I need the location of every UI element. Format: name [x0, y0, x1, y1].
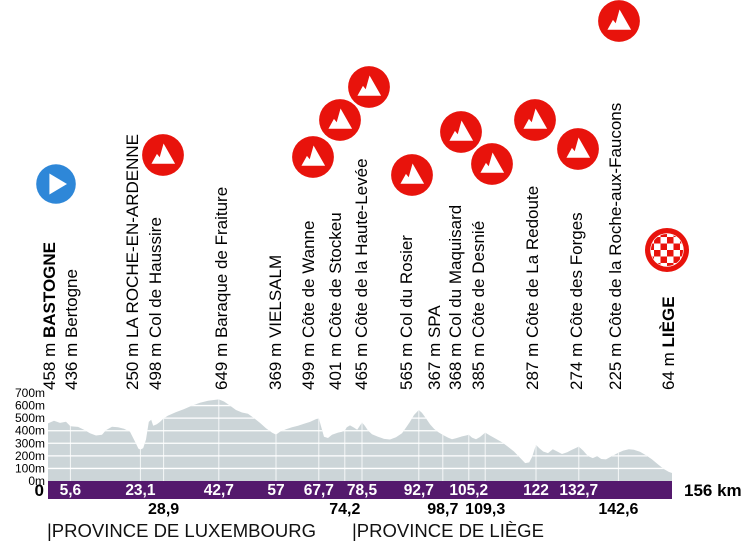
waypoint-elevation: 436 m [62, 342, 81, 390]
km-marker-below-bar: 28,9 [148, 501, 179, 518]
waypoint-elevation: 274 m [567, 342, 586, 390]
waypoint-label: 649 m Baraque de Fraiture [212, 187, 232, 390]
climb-mountain-icon [557, 128, 599, 170]
waypoint-name: Côte des Forges [567, 212, 586, 343]
waypoint-name: Col du Rosier [397, 235, 416, 343]
climb-mountain-icon [598, 0, 640, 42]
waypoint-name: LA ROCHE-EN-ARDENNE [123, 133, 142, 343]
km-marker-on-bar: 105,2 [449, 482, 488, 499]
km-marker-below-bar: 109,3 [465, 501, 505, 518]
waypoint-elevation: 250 m [123, 342, 142, 390]
elevation-area [48, 399, 672, 481]
waypoint-elevation: 368 m [446, 342, 465, 390]
waypoint-label: 565 m Col du Rosier [397, 235, 417, 390]
waypoint-elevation: 385 m [469, 342, 488, 390]
waypoint-elevation: 369 m [266, 342, 285, 390]
waypoint-name: SPA [425, 305, 444, 343]
km-marker-on-bar: 42,7 [204, 482, 234, 499]
km-marker-below-bar: 74,2 [329, 501, 360, 518]
waypoint-label: 385 m Côte de Desnié [469, 221, 489, 390]
y-axis-tick: 500m [15, 411, 45, 425]
climb-mountain-icon [514, 99, 556, 141]
waypoint-name: VIELSALM [266, 254, 285, 343]
waypoint-label: 465 m Côte de la Haute-Levée [352, 158, 372, 390]
waypoint-elevation: 499 m [299, 342, 318, 390]
km-marker-on-bar: 67,7 [304, 482, 334, 499]
waypoint-label: 287 m Côte de La Redoute [523, 186, 543, 390]
waypoint-name: BASTOGNE [40, 241, 59, 343]
km-marker-on-bar: 122 [523, 482, 549, 499]
km-marker-below-bar: 98,7 [427, 501, 458, 518]
waypoint-name: Côte de La Redoute [523, 185, 542, 343]
climb-mountain-icon [142, 134, 184, 176]
waypoint-label: 225 m Côte de la Roche-aux-Faucons [606, 103, 626, 390]
waypoint-label: 401 m Côte de Stockeu [326, 212, 346, 390]
y-axis-tick: 100m [15, 461, 45, 475]
waypoint-elevation: 225 m [606, 342, 625, 390]
waypoint-label: 369 m VIELSALM [266, 255, 286, 390]
waypoint-name: Côte de Desnié [469, 220, 488, 343]
waypoint-name: Col du Maquisard [446, 204, 465, 343]
waypoint-label: 458 m BASTOGNE [40, 242, 60, 390]
km-marker-on-bar: 57 [267, 482, 284, 499]
waypoint-name: Bertogne [62, 269, 81, 343]
finish-checkered-icon [645, 228, 689, 272]
waypoint-label: 250 m LA ROCHE-EN-ARDENNE [123, 134, 143, 390]
climb-mountain-icon [292, 136, 334, 178]
waypoint-elevation: 287 m [523, 342, 542, 390]
waypoint-name: Col de Haussire [146, 217, 165, 343]
waypoint-label: 498 m Col de Haussire [146, 217, 166, 390]
waypoint-label: 274 m Côte des Forges [567, 212, 587, 390]
y-axis-tick: 600m [15, 399, 45, 413]
y-axis-tick: 700m [15, 386, 45, 400]
province-label-1: |PROVINCE DE LIÈGE [352, 520, 544, 541]
waypoint-elevation: 367 m [425, 342, 444, 390]
waypoint-name: LIÈGE [659, 296, 678, 353]
waypoint-name: Côte de Wanne [299, 220, 318, 343]
y-axis-tick: 0m [28, 474, 45, 488]
y-axis-tick: 300m [15, 436, 45, 450]
climb-mountain-icon [391, 154, 433, 196]
distance-bar [48, 481, 672, 499]
waypoint-label: 64 m LIÈGE [659, 296, 679, 390]
waypoint-label: 436 m Bertogne [62, 269, 82, 390]
km-end-label: 156 km [684, 481, 742, 500]
climb-mountain-icon [440, 111, 482, 153]
km-marker-on-bar: 92,7 [404, 482, 434, 499]
waypoint-elevation: 64 m [659, 352, 678, 390]
km-marker-on-bar: 5,6 [60, 482, 82, 499]
waypoint-name: Baraque de Fraiture [212, 186, 231, 343]
y-axis-tick: 400m [15, 424, 45, 438]
waypoint-label: 499 m Côte de Wanne [299, 221, 319, 390]
waypoint-elevation: 649 m [212, 342, 231, 390]
province-label-0: |PROVINCE DE LUXEMBOURG [47, 520, 316, 541]
waypoint-name: Côte de Stockeu [326, 212, 345, 343]
y-axis-tick: 200m [15, 449, 45, 463]
waypoint-elevation: 458 m [40, 342, 59, 390]
km-marker-on-bar: 23,1 [125, 482, 156, 499]
climb-mountain-icon [471, 143, 513, 185]
km-marker-on-bar: 132,7 [559, 482, 598, 499]
km-marker-on-bar: 78,5 [347, 482, 378, 499]
waypoint-elevation: 565 m [397, 342, 416, 390]
climb-mountain-icon [319, 99, 361, 141]
waypoint-elevation: 401 m [326, 342, 345, 390]
start-play-icon [36, 164, 76, 204]
waypoint-elevation: 465 m [352, 342, 371, 390]
waypoint-label: 368 m Col du Maquisard [446, 205, 466, 390]
climb-mountain-icon [348, 66, 390, 108]
waypoint-label: 367 m SPA [425, 305, 445, 390]
waypoint-name: Côte de la Haute-Levée [352, 158, 371, 343]
km-marker-below-bar: 142,6 [598, 501, 638, 518]
km-start-label: 0 [35, 481, 44, 500]
waypoint-name: Côte de la Roche-aux-Faucons [606, 102, 625, 343]
waypoint-elevation: 498 m [146, 342, 165, 390]
